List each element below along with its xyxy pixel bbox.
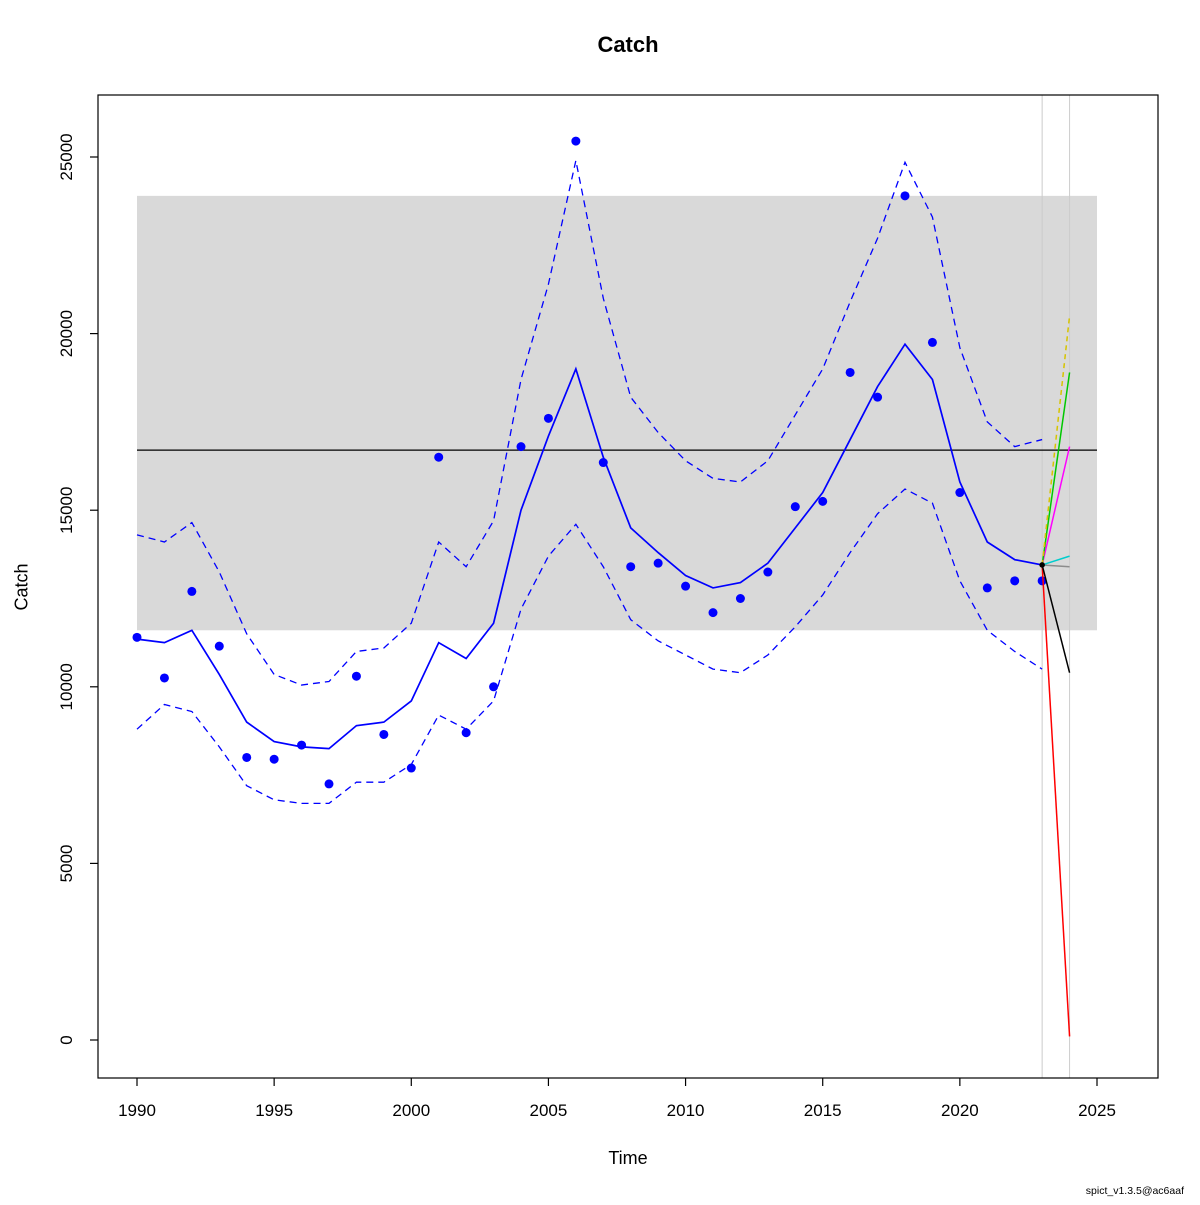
x-tick-label: 2010	[667, 1101, 705, 1120]
confidence-band	[137, 195, 1098, 631]
chart-title: Catch	[597, 32, 659, 57]
y-tick-label: 5000	[57, 844, 76, 882]
observed-point	[927, 337, 937, 347]
forecast-scenario-red	[1041, 564, 1071, 1037]
y-axis-label: Catch	[11, 563, 32, 611]
y-tick-label: 0	[57, 1035, 76, 1044]
observed-point	[297, 740, 307, 750]
observed-point	[489, 682, 499, 692]
x-tick-label: 2005	[530, 1101, 568, 1120]
observed-point	[982, 583, 992, 593]
observed-point	[379, 729, 389, 739]
observed-points	[132, 136, 1047, 789]
observed-point	[132, 632, 142, 642]
observed-point	[434, 452, 444, 462]
observed-point	[406, 763, 416, 773]
y-tick-label: 20000	[57, 310, 76, 357]
x-tick-label: 2015	[804, 1101, 842, 1120]
x-tick-label: 1995	[255, 1101, 293, 1120]
observed-point	[818, 496, 828, 506]
forecast-scenario-magenta	[1041, 446, 1071, 566]
y-tick-label: 15000	[57, 487, 76, 534]
forecast-scenario-yellow	[1041, 315, 1071, 566]
observed-point	[708, 608, 718, 618]
x-tick-label: 1990	[118, 1101, 156, 1120]
x-tick-label: 2025	[1078, 1101, 1116, 1120]
ci-lower-line	[136, 488, 1043, 805]
observed-point	[516, 442, 526, 452]
observed-point	[269, 754, 279, 764]
forecast-scenario-black	[1041, 564, 1071, 673]
observed-point	[187, 586, 197, 596]
x-tick-label: 2000	[392, 1101, 430, 1120]
estimated-catch-line	[136, 342, 1043, 750]
observed-point	[653, 558, 663, 568]
observed-point	[1010, 576, 1020, 586]
observed-point	[571, 136, 581, 146]
forecast-scenario-gray	[1042, 564, 1070, 568]
observed-point	[324, 779, 334, 789]
x-tick-label: 2020	[941, 1101, 979, 1120]
observed-point	[900, 191, 910, 201]
observed-point	[626, 562, 636, 572]
observed-point	[735, 594, 745, 603]
plot-border	[97, 94, 1159, 1079]
observed-point	[461, 728, 471, 738]
observed-point	[681, 581, 691, 591]
forecast-origin-point	[1039, 562, 1045, 568]
observed-point	[242, 752, 252, 762]
observed-point	[763, 567, 773, 577]
observed-point	[873, 392, 883, 402]
ci-upper-line	[136, 160, 1043, 686]
forecast-scenario-cyan	[1041, 555, 1070, 566]
y-tick-label: 25000	[57, 133, 76, 180]
observed-point	[543, 413, 553, 423]
forecast-scenario-green	[1041, 372, 1071, 566]
observed-point	[845, 367, 855, 377]
observed-point	[598, 458, 608, 468]
observed-point	[1037, 576, 1047, 586]
observed-point	[159, 673, 169, 683]
observed-point	[790, 502, 800, 512]
y-tick-label: 10000	[57, 663, 76, 710]
observed-point	[351, 671, 361, 681]
observed-point	[955, 488, 965, 498]
x-axis-label: Time	[608, 1148, 648, 1168]
observed-point	[214, 641, 224, 651]
spict-version-watermark: spict_v1.3.5@ac6aaf	[1085, 1185, 1184, 1197]
